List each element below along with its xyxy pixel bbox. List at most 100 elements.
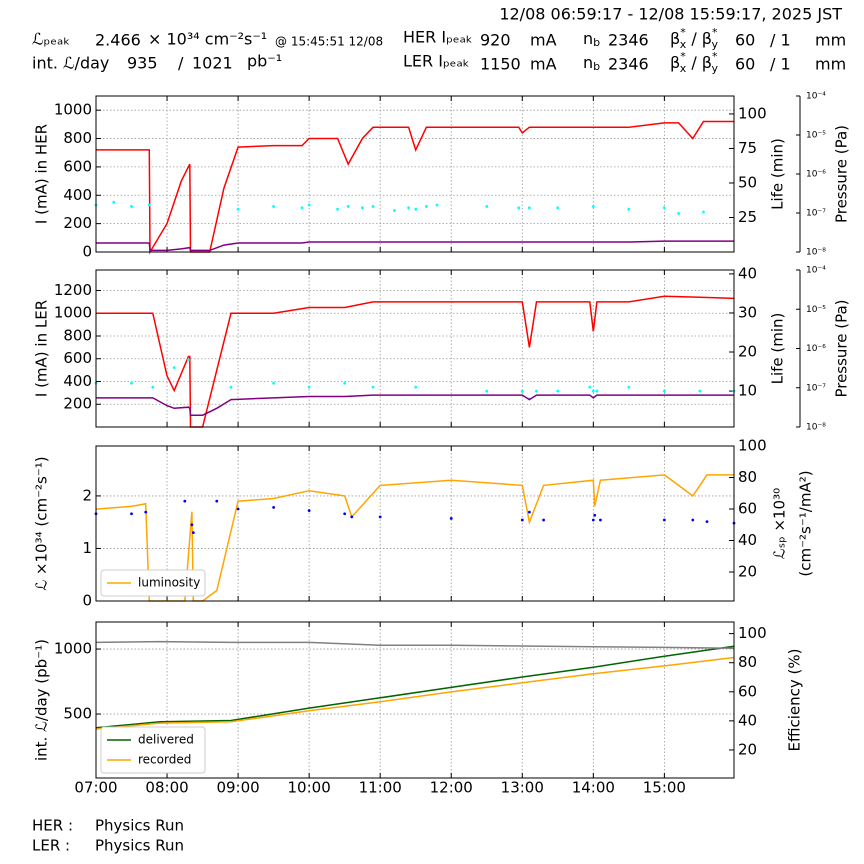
nb-symbol: n: [583, 29, 593, 48]
data-point: [371, 205, 375, 208]
y-tick-label: 800: [63, 129, 92, 147]
x-tick-label: 09:00: [216, 779, 259, 797]
nb-symbol: n: [583, 53, 593, 72]
data-point: [343, 512, 347, 516]
data-point: [662, 518, 666, 522]
data-point: [595, 389, 599, 393]
data-point: [527, 510, 531, 514]
beta-sup: *: [680, 26, 686, 39]
legend-box: [100, 726, 206, 774]
int-recorded: 935: [127, 54, 158, 73]
y2-tick-label: 80: [738, 468, 757, 486]
lpeak-time: @ 15:45:51 12/08: [275, 35, 383, 49]
series-line: [95, 645, 735, 729]
axis-label: I (mA) in LER: [33, 300, 51, 397]
y2-tick-label: 60: [738, 500, 757, 518]
data-point: [147, 203, 151, 207]
her-current: 920: [480, 31, 511, 50]
y-tick-label: 400: [63, 186, 92, 204]
data-point: [272, 506, 276, 509]
axis-label: int. ℒ/day (pb⁻¹): [33, 639, 51, 761]
x-tick-label: 07:00: [74, 779, 117, 797]
y-tick-label: 600: [63, 349, 92, 367]
her-label: HER Iₚₑₐₖ: [403, 28, 473, 47]
y-tick-label: 400: [63, 372, 92, 390]
ler-label: LER Iₚₑₐₖ: [403, 52, 470, 71]
series-line: [95, 640, 735, 649]
plot-frame: [95, 269, 735, 428]
y2-tick-label: 60: [738, 682, 757, 700]
her-beta-x: 60: [735, 31, 755, 50]
beta-sup: *: [680, 50, 686, 63]
y3-tick-label: 10⁻⁴: [806, 92, 826, 102]
beta: β: [670, 53, 680, 72]
y2-tick-label: 25: [738, 208, 757, 226]
axis-label: (cm⁻²s⁻¹/mA²): [797, 470, 815, 576]
her-nb: nb: [583, 29, 600, 50]
data-point: [130, 381, 133, 385]
y2-tick-label: 20: [738, 563, 757, 581]
nb-sub: b: [593, 36, 600, 49]
y-tick-label: 2: [82, 486, 92, 504]
data-point: [346, 205, 350, 208]
beta-sep: /: [686, 29, 702, 48]
ler-beta-unit: mm: [815, 55, 846, 74]
int-sep: /: [178, 54, 184, 73]
her-beta-y: / 1: [770, 31, 791, 50]
y-tick-label: 1200: [54, 281, 92, 299]
data-point: [517, 206, 521, 210]
y2-tick-label: 20: [738, 343, 757, 361]
data-point: [485, 389, 489, 393]
ler-beta: β* x / β* y: [670, 50, 719, 75]
data-point: [593, 513, 597, 517]
y3-tick-label: 10⁻⁸: [806, 423, 826, 433]
legend-box: [100, 569, 206, 597]
y-tick-label: 1000: [54, 101, 92, 119]
y-tick-label: 0: [82, 243, 92, 261]
data-point: [392, 209, 396, 212]
data-point: [705, 520, 709, 524]
axis-label: ℒ ×10³⁴ (cm⁻²s⁻¹): [33, 456, 51, 590]
y-tick-label: 0: [82, 592, 92, 610]
data-point: [591, 205, 595, 208]
ler-current: 1150: [480, 55, 521, 74]
y2-tick-label: 80: [738, 653, 757, 671]
series-line: [95, 656, 735, 730]
legend-label: recorded: [138, 753, 191, 767]
beta-sep: /: [686, 53, 702, 72]
y-tick-label: 1000: [54, 640, 92, 658]
data-point: [272, 205, 276, 208]
data-point: [191, 531, 195, 535]
data-point: [520, 389, 524, 393]
axis-label: ℒₛₚ ×10³⁰: [771, 488, 789, 559]
data-point: [236, 507, 240, 511]
data-point: [591, 518, 595, 522]
data-point: [527, 206, 531, 210]
series-line: [96, 394, 734, 416]
data-point: [183, 499, 187, 503]
data-point: [144, 510, 148, 514]
ler-unit: mA: [530, 55, 557, 74]
y3-tick-label: 10⁻⁶: [806, 344, 826, 354]
y2-tick-label: 40: [738, 264, 757, 282]
data-point: [236, 207, 240, 211]
data-point: [350, 515, 354, 519]
data-point: [300, 206, 304, 210]
data-point: [449, 517, 453, 520]
footer-ring: LER :: [32, 837, 70, 855]
y2-tick-label: 100: [738, 104, 767, 122]
her-unit: mA: [530, 31, 557, 50]
data-point: [702, 210, 705, 214]
y-tick-label: 200: [63, 214, 92, 232]
y2-tick-label: 10: [738, 382, 757, 400]
data-point: [307, 203, 311, 207]
data-point: [172, 366, 176, 370]
plot-frame: [95, 445, 735, 602]
legend-label: luminosity: [138, 576, 200, 590]
data-point: [112, 200, 116, 204]
data-point: [542, 518, 545, 522]
her-nb-value: 2346: [608, 31, 649, 50]
beta: β: [702, 53, 712, 72]
